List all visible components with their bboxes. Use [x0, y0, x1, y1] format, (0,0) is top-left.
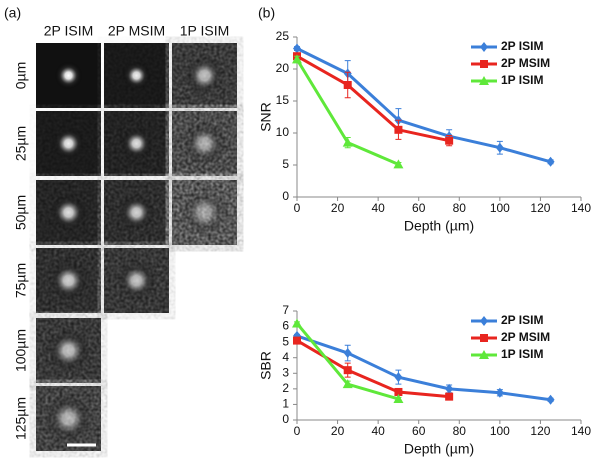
marker — [495, 387, 504, 398]
legend-marker — [479, 76, 489, 85]
legend-label: 2P MSIM — [501, 56, 550, 70]
x-tick-label: 60 — [412, 424, 426, 438]
marker — [292, 54, 302, 64]
marker — [293, 336, 301, 345]
marker — [394, 387, 403, 396]
marker — [495, 142, 504, 153]
panel-label: (b) — [258, 5, 275, 21]
marker — [293, 43, 301, 54]
image-spot — [50, 194, 87, 231]
x-tick-label: 140 — [571, 201, 591, 215]
marker — [292, 318, 302, 328]
column-header: 1P ISIM — [180, 23, 230, 39]
marker — [343, 81, 352, 89]
y-tick-label: 0 — [282, 412, 289, 426]
image-spot — [116, 260, 157, 301]
marker — [394, 372, 403, 383]
legend-label: 2P ISIM — [501, 313, 543, 327]
image-spot — [48, 260, 89, 301]
legend-marker — [480, 60, 488, 68]
x-tick-label: 0 — [294, 424, 301, 438]
y-tick-label: 25 — [276, 29, 290, 43]
marker — [342, 137, 353, 147]
image-spot — [46, 328, 91, 373]
y-tick-label: 3 — [282, 365, 289, 379]
series-line — [296, 54, 450, 143]
y-tick-label: 2 — [282, 381, 289, 395]
y-tick-label: 5 — [282, 157, 289, 171]
image-spot — [52, 127, 85, 160]
marker — [546, 156, 555, 167]
image-spot — [180, 188, 229, 237]
x-tick-label: 20 — [331, 201, 345, 215]
image-spot — [120, 127, 153, 160]
y-tick-label: 20 — [276, 61, 290, 75]
x-tick-label: 60 — [412, 201, 426, 215]
x-tick-label: 40 — [371, 424, 385, 438]
legend-label: 1P ISIM — [501, 73, 543, 87]
x-axis-label: Depth (µm) — [404, 441, 474, 457]
row-label: 50µm — [13, 195, 29, 230]
x-tick-label: 100 — [490, 201, 510, 215]
marker — [445, 383, 454, 394]
legend-label: 1P ISIM — [501, 347, 543, 361]
y-tick-label: 4 — [282, 350, 289, 364]
image-spot — [44, 394, 93, 443]
x-tick-label: 0 — [294, 201, 301, 215]
marker — [445, 392, 454, 401]
marker — [393, 393, 404, 403]
legend-label: 2P ISIM — [501, 39, 543, 53]
row-label: 100µm — [13, 329, 29, 372]
image-spot — [184, 55, 225, 96]
legend-marker — [479, 350, 489, 359]
marker — [393, 159, 404, 169]
y-tick-label: 10 — [276, 125, 290, 139]
x-tick-label: 140 — [571, 424, 591, 438]
marker — [343, 366, 352, 375]
marker — [342, 379, 353, 389]
marker — [445, 136, 454, 145]
image-spot — [182, 121, 227, 166]
panel-label: (a) — [4, 5, 21, 21]
marker — [343, 348, 352, 359]
y-tick-label: 7 — [282, 303, 289, 317]
legend-marker — [480, 42, 488, 52]
row-label: 25µm — [13, 126, 29, 161]
marker — [546, 394, 555, 405]
image-spot — [118, 194, 155, 231]
x-tick-label: 20 — [331, 424, 345, 438]
legend-marker — [480, 316, 488, 326]
x-axis-label: Depth (µm) — [404, 218, 474, 234]
x-tick-label: 40 — [371, 201, 385, 215]
x-tick-label: 80 — [453, 424, 467, 438]
series-line — [296, 47, 551, 164]
x-tick-label: 100 — [490, 424, 510, 438]
image-spot — [122, 61, 151, 90]
legend-label: 2P MSIM — [501, 330, 550, 344]
row-label: 75µm — [13, 263, 29, 298]
y-tick-label: 5 — [282, 334, 289, 348]
image-spot — [54, 61, 83, 90]
y-tick-label: 15 — [276, 93, 290, 107]
x-tick-label: 120 — [530, 424, 550, 438]
y-tick-label: 6 — [282, 319, 289, 333]
x-tick-label: 120 — [530, 201, 550, 215]
y-tick-label: 0 — [282, 189, 289, 203]
row-label: 0µm — [13, 62, 29, 90]
y-axis-label: SBR — [258, 351, 274, 380]
row-label: 125µm — [13, 397, 29, 440]
legend-marker — [480, 334, 488, 342]
marker — [394, 125, 403, 134]
series-line — [296, 334, 551, 402]
column-header: 2P MSIM — [108, 23, 165, 39]
x-tick-label: 80 — [453, 201, 467, 215]
y-tick-label: 1 — [282, 397, 289, 411]
column-header: 2P ISIM — [44, 23, 94, 39]
y-axis-label: SNR — [258, 102, 274, 132]
